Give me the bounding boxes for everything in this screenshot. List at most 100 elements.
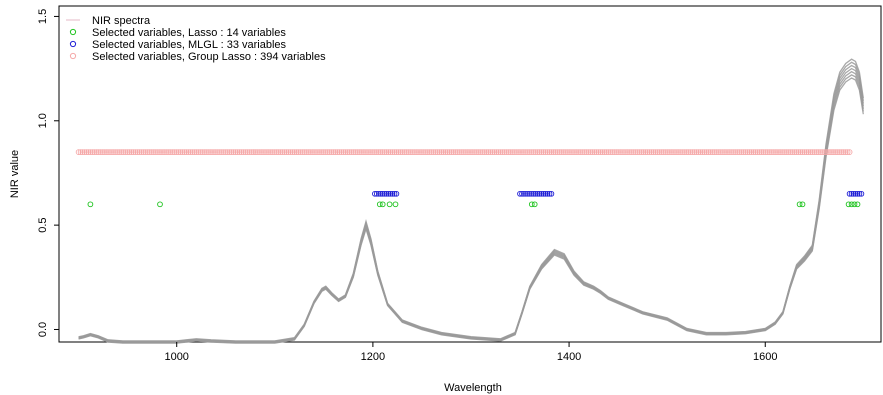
data-point: [395, 149, 402, 155]
data-point: [313, 149, 319, 155]
data-point: [232, 149, 239, 155]
data-point: [428, 149, 435, 155]
data-point: [534, 190, 541, 197]
data-point: [776, 149, 782, 155]
data-point: [531, 201, 538, 208]
data-point: [177, 149, 184, 155]
data-point: [299, 149, 306, 155]
data-point: [169, 149, 176, 155]
data-point: [334, 149, 341, 155]
data-point: [778, 149, 784, 155]
data-point: [538, 190, 545, 197]
data-point: [450, 149, 457, 155]
data-point: [405, 149, 412, 155]
data-point: [423, 149, 429, 155]
data-point: [540, 190, 547, 197]
data-point: [175, 149, 182, 155]
spectrum-curve: [78, 77, 864, 344]
legend-label: NIR spectra: [92, 15, 151, 27]
data-point: [695, 149, 702, 155]
data-point: [691, 149, 698, 155]
data-point: [205, 149, 211, 155]
data-point: [807, 149, 814, 155]
data-point: [256, 149, 262, 155]
data-point: [201, 149, 208, 155]
data-point: [850, 190, 857, 197]
data-point: [852, 190, 859, 197]
data-point: [552, 149, 559, 155]
data-point: [834, 149, 841, 155]
data-point: [501, 149, 508, 155]
data-point: [719, 149, 725, 155]
data-point: [554, 149, 561, 155]
data-point: [825, 149, 831, 155]
data-point: [460, 149, 466, 155]
data-point: [577, 149, 584, 155]
data-point: [562, 149, 568, 155]
data-point: [338, 149, 345, 155]
data-point: [87, 149, 94, 155]
data-point: [489, 149, 496, 155]
data-point: [164, 149, 170, 155]
data-point: [613, 149, 620, 155]
data-point: [499, 149, 506, 155]
data-point: [93, 149, 100, 155]
data-point: [536, 149, 543, 155]
data-point: [732, 149, 739, 155]
data-point: [829, 149, 835, 155]
data-point: [752, 149, 759, 155]
data-point: [536, 190, 543, 197]
data-point: [409, 149, 415, 155]
data-point: [336, 149, 343, 155]
data-point: [264, 149, 270, 155]
data-point: [854, 190, 861, 197]
data-point: [542, 190, 549, 197]
data-point: [383, 149, 390, 155]
data-point: [373, 190, 380, 197]
data-point: [717, 149, 723, 155]
data-point: [819, 149, 825, 155]
data-point: [440, 149, 447, 155]
data-point: [483, 149, 490, 155]
data-point: [632, 149, 639, 155]
data-point: [275, 149, 282, 155]
data-point: [760, 149, 767, 155]
data-point: [795, 149, 802, 155]
spectrum-curve: [78, 67, 864, 343]
data-point: [693, 149, 700, 155]
data-point: [152, 149, 158, 155]
data-point: [785, 149, 792, 155]
data-point: [597, 149, 604, 155]
data-point: [240, 149, 247, 155]
data-point: [319, 149, 325, 155]
data-point: [191, 149, 198, 155]
data-point: [658, 149, 665, 155]
data-point: [811, 149, 818, 155]
data-point: [656, 149, 663, 155]
data-point: [362, 149, 368, 155]
data-point: [532, 190, 539, 197]
data-point: [393, 149, 400, 155]
data-point: [364, 149, 370, 155]
data-point: [736, 149, 743, 155]
data-point: [766, 149, 773, 155]
y-tick-label: 1.5: [37, 9, 49, 24]
data-point: [373, 149, 380, 155]
data-point: [823, 149, 829, 155]
data-point: [322, 149, 329, 155]
data-point: [358, 149, 364, 155]
data-point: [774, 149, 780, 155]
data-point: [154, 149, 160, 155]
data-point: [215, 149, 221, 155]
data-point: [77, 149, 84, 155]
data-point: [107, 149, 113, 155]
data-point: [354, 149, 361, 155]
data-point: [366, 149, 372, 155]
data-point: [199, 149, 206, 155]
data-point: [678, 149, 684, 155]
data-point: [397, 149, 404, 155]
data-point: [392, 201, 399, 208]
data-point: [534, 149, 541, 155]
data-point: [244, 149, 251, 155]
data-point: [381, 149, 388, 155]
